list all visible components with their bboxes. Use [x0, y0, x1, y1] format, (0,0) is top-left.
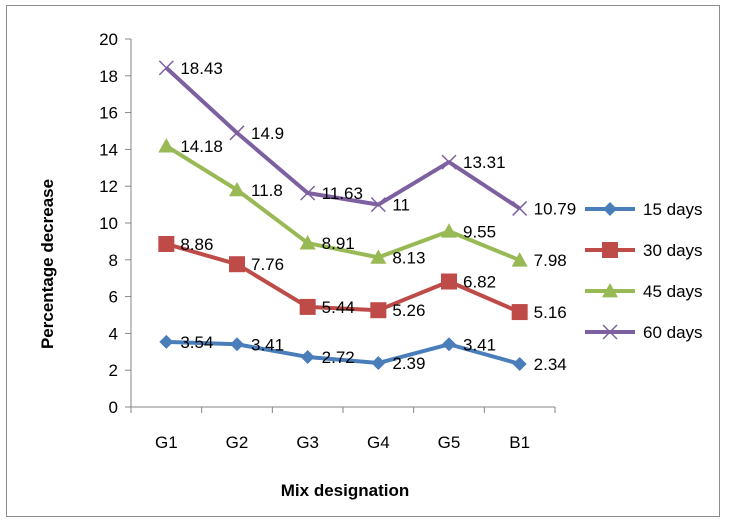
data-label: 5.26	[392, 301, 425, 320]
data-point	[512, 200, 528, 216]
data-point	[158, 235, 175, 252]
series-markers	[158, 60, 528, 371]
legend-label: 30 days	[643, 241, 703, 260]
x-tick-label: B1	[509, 433, 530, 452]
y-axis-ticks: 0 2 4 6 8 10 12 14 16 18 20	[99, 30, 131, 417]
data-point	[511, 252, 528, 267]
chart-frame: 0 2 4 6 8 10 12 14 16 18 20 G1 G2 G3 G4 G5 B1 3.54 3.41 2…	[6, 5, 720, 517]
series-lines	[164, 66, 521, 366]
x-tick-label: G3	[296, 433, 319, 452]
data-label: 14.9	[251, 124, 284, 143]
series-line	[164, 66, 521, 211]
data-point	[229, 256, 245, 273]
data-point	[229, 181, 245, 197]
data-point	[158, 138, 175, 153]
data-point	[230, 337, 244, 352]
data-labels: 3.54 3.41 2.72 2.39 3.41 2.34 8.86 7.76 5.44 5.26…	[180, 59, 576, 374]
data-point	[299, 298, 316, 315]
data-label: 2.72	[322, 348, 355, 367]
data-label: 13.31	[463, 153, 506, 172]
line-chart: 0 2 4 6 8 10 12 14 16 18 20 G1 G2 G3 G4 G5 B1 3.54 3.41 2…	[38, 30, 703, 500]
data-point	[370, 249, 387, 264]
legend: 15 days 30 days 45 days 60 days	[585, 200, 703, 342]
data-point	[371, 356, 386, 371]
data-point	[300, 185, 316, 201]
data-label: 3.41	[251, 335, 284, 354]
x-axis-title: Mix designation	[281, 481, 409, 500]
data-point	[511, 304, 528, 321]
data-label: 7.76	[251, 255, 284, 274]
data-label: 11.63	[322, 184, 363, 203]
legend-label: 60 days	[643, 323, 703, 342]
y-tick-label: 18	[99, 67, 118, 86]
y-tick-label: 12	[99, 177, 118, 196]
data-label: 2.34	[534, 355, 567, 374]
data-label: 10.79	[534, 199, 577, 218]
data-label: 18.43	[180, 59, 223, 78]
data-point	[370, 197, 386, 213]
y-tick-label: 4	[109, 324, 118, 343]
y-axis-title: Percentage decrease	[38, 179, 57, 349]
data-label: 6.82	[463, 273, 496, 292]
data-label: 8.86	[180, 235, 213, 254]
data-point	[159, 334, 174, 349]
series-line	[165, 144, 521, 263]
data-point	[299, 235, 316, 250]
y-tick-label: 16	[99, 104, 118, 123]
y-tick-label: 0	[109, 398, 118, 417]
legend-item: 15 days	[585, 200, 703, 219]
data-point	[370, 302, 387, 319]
data-point	[158, 60, 174, 76]
data-label: 9.55	[463, 222, 496, 241]
y-tick-label: 6	[109, 288, 118, 307]
data-label: 8.13	[392, 248, 425, 267]
legend-marker	[603, 202, 617, 216]
y-tick-label: 14	[99, 140, 118, 159]
data-point	[441, 223, 457, 238]
legend-label: 45 days	[643, 282, 703, 301]
data-point	[512, 356, 527, 371]
series-line	[166, 339, 521, 366]
data-label: 11.8	[251, 181, 283, 200]
legend-item: 30 days	[585, 241, 703, 260]
y-tick-label: 20	[99, 30, 118, 49]
series-line	[165, 242, 521, 314]
data-label: 2.39	[392, 354, 425, 373]
x-tick-label: G1	[155, 433, 178, 452]
y-tick-label: 2	[109, 361, 118, 380]
data-label: 7.98	[534, 251, 567, 270]
x-tick-label: G4	[367, 433, 390, 452]
data-label: 8.91	[322, 234, 355, 253]
y-tick-label: 8	[109, 251, 118, 270]
data-point	[229, 125, 245, 141]
data-point	[441, 273, 457, 290]
data-label: 5.16	[534, 303, 567, 322]
data-label: 5.44	[322, 298, 355, 317]
legend-item: 45 days	[585, 282, 703, 301]
x-axis-ticks: G1 G2 G3 G4 G5 B1	[130, 407, 556, 452]
legend-marker	[602, 242, 618, 258]
y-tick-label: 10	[99, 214, 118, 233]
legend-item: 60 days	[585, 323, 703, 342]
data-point	[442, 337, 456, 352]
data-label: 3.54	[180, 333, 213, 352]
data-label: 14.18	[180, 137, 223, 156]
legend-marker	[602, 324, 618, 340]
x-tick-label: G5	[438, 433, 461, 452]
data-label: 11	[392, 196, 410, 215]
series-group: 3.54 3.41 2.72 2.39 3.41 2.34 8.86 7.76 5.44 5.26…	[158, 59, 576, 374]
data-point	[441, 154, 457, 170]
legend-label: 15 days	[643, 200, 703, 219]
data-label: 3.41	[463, 335, 496, 354]
legend-marker	[602, 283, 618, 298]
data-point	[300, 349, 315, 364]
x-tick-label: G2	[226, 433, 249, 452]
